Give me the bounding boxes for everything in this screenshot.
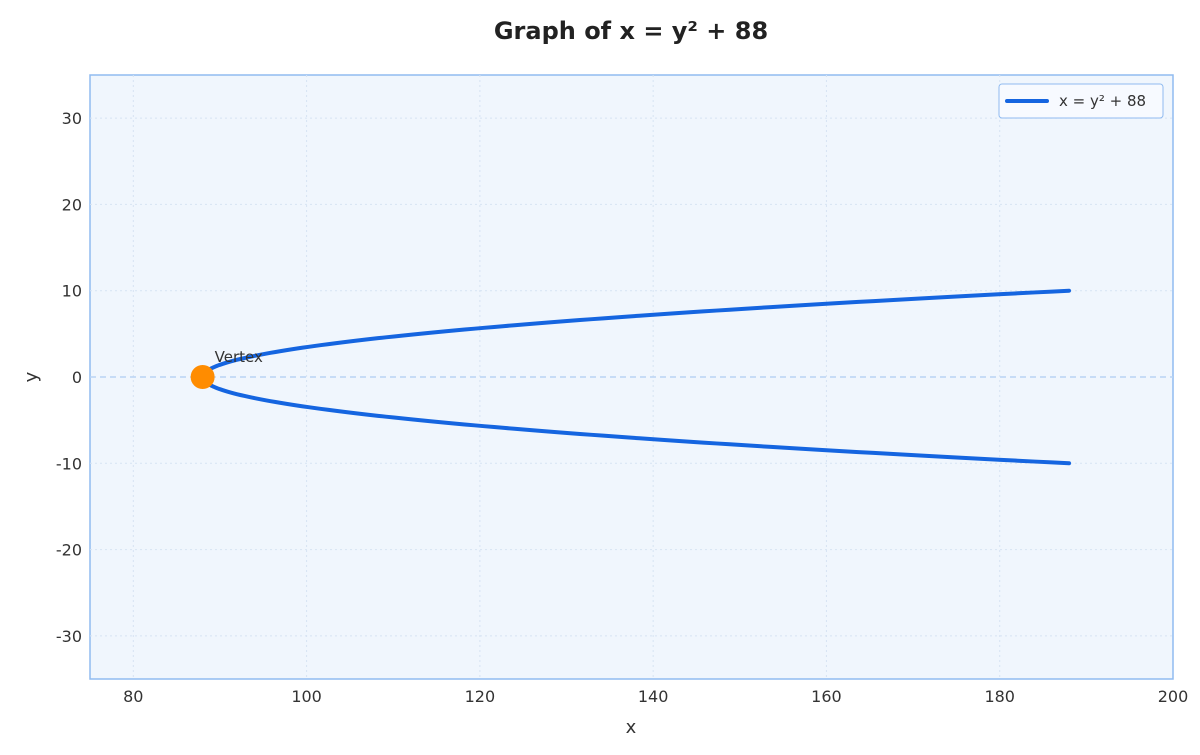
x-axis-label: x: [626, 717, 637, 738]
y-tick-label: 10: [62, 282, 82, 301]
x-tick-label: 80: [123, 687, 143, 706]
vertex-point: [190, 365, 215, 389]
x-tick-label: 180: [984, 687, 1015, 706]
y-axis-label: y: [21, 371, 42, 382]
y-tick-label: -20: [56, 541, 82, 560]
x-tick-label: 120: [465, 687, 496, 706]
y-tick-label: -30: [56, 627, 82, 646]
x-tick-label: 140: [638, 687, 669, 706]
x-tick-label: 100: [291, 687, 322, 706]
y-tick-label: 20: [62, 195, 82, 214]
chart-title: Graph of x = y² + 88: [494, 17, 768, 45]
y-tick-label: 0: [72, 368, 82, 387]
x-tick-label: 160: [811, 687, 842, 706]
y-tick-label: -10: [56, 454, 82, 473]
legend-label: x = y² + 88: [1059, 92, 1146, 110]
x-tick-label: 200: [1158, 687, 1189, 706]
markers: Vertex: [190, 348, 263, 389]
legend-box: [998, 83, 1164, 119]
vertex-annotation: Vertex: [215, 348, 263, 366]
legend: x = y² + 88: [998, 83, 1164, 119]
grid-lines: [90, 75, 1173, 679]
y-tick-label: 30: [62, 109, 82, 128]
